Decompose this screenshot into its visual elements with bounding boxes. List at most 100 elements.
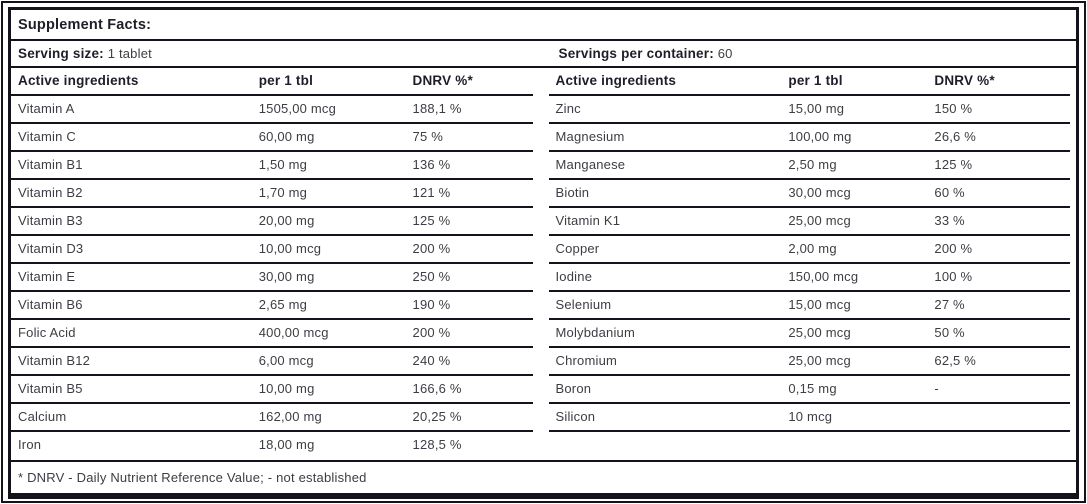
column-header-dnrv: DNRV %* bbox=[934, 73, 995, 88]
ingredient-name-cell: Vitamin K1 bbox=[555, 213, 621, 228]
ingredient-name-cell: Biotin bbox=[555, 185, 590, 200]
page-title: Supplement Facts: bbox=[11, 10, 1076, 41]
dnrv-cell: 27 % bbox=[934, 297, 965, 312]
amount-cell: 162,00 mg bbox=[258, 409, 322, 424]
table-row: Vitamin B12 6,00 mcg 240 % bbox=[11, 348, 533, 376]
ingredient-name-cell: Boron bbox=[555, 381, 592, 396]
dnrv-cell: 136 % bbox=[412, 157, 451, 172]
ingredient-name-cell: Vitamin B12 bbox=[18, 353, 91, 368]
ingredients-table-right: Active ingredients per 1 tbl DNRV %* Zin… bbox=[548, 68, 1070, 460]
table-row: Vitamin B1 1,50 mg 136 % bbox=[11, 152, 533, 180]
dnrv-cell: 100 % bbox=[934, 269, 973, 284]
table-header-right: Active ingredients per 1 tbl DNRV %* bbox=[548, 68, 1070, 96]
amount-cell: 100,00 mg bbox=[788, 129, 852, 144]
dnrv-cell: 250 % bbox=[412, 269, 451, 284]
dnrv-cell: 50 % bbox=[934, 325, 965, 340]
dnrv-cell: 75 % bbox=[412, 129, 443, 144]
table-row: Vitamin D3 10,00 mcg 200 % bbox=[11, 236, 533, 264]
amount-cell: 10,00 mg bbox=[258, 381, 315, 396]
amount-cell: 150,00 mcg bbox=[788, 269, 859, 284]
dnrv-cell: 190 % bbox=[412, 297, 451, 312]
amount-cell: 25,00 mcg bbox=[788, 213, 851, 228]
ingredient-name-cell: Vitamin B6 bbox=[18, 297, 83, 312]
ingredients-table-left: Active ingredients per 1 tbl DNRV %* Vit… bbox=[11, 68, 533, 460]
ingredient-name-cell: Selenium bbox=[555, 297, 612, 312]
dnrv-cell: 150 % bbox=[934, 101, 973, 116]
ingredient-name-cell: Iodine bbox=[555, 269, 593, 284]
amount-cell: 400,00 mcg bbox=[258, 325, 329, 340]
table-row: Copper 2,00 mg 200 % bbox=[548, 236, 1070, 264]
ingredient-name-cell: Silicon bbox=[555, 409, 596, 424]
dnrv-cell: 128,5 % bbox=[412, 437, 462, 452]
dnrv-cell: 125 % bbox=[412, 213, 451, 228]
ingredient-name-cell: Molybdanium bbox=[555, 325, 636, 340]
dnrv-cell: 200 % bbox=[412, 241, 451, 256]
ingredient-name-cell: Vitamin D3 bbox=[18, 241, 84, 256]
amount-cell: 18,00 mg bbox=[258, 437, 315, 452]
table-row: Chromium 25,00 mcg 62,5 % bbox=[548, 348, 1070, 376]
table-row: Vitamin K1 25,00 mcg 33 % bbox=[548, 208, 1070, 236]
ingredient-name-cell: Iron bbox=[18, 437, 42, 452]
serving-size-value: 1 tablet bbox=[107, 46, 152, 61]
dnrv-cell: 33 % bbox=[934, 213, 965, 228]
dnrv-cell: 240 % bbox=[412, 353, 451, 368]
footnote: * DNRV - Daily Nutrient Reference Value;… bbox=[18, 470, 367, 485]
table-row: Magnesium 100,00 mg 26,6 % bbox=[548, 124, 1070, 152]
amount-cell: 30,00 mg bbox=[258, 269, 315, 284]
servings-per-container-cell: Servings per container: 60 bbox=[552, 41, 1077, 66]
ingredient-name-cell: Calcium bbox=[18, 409, 67, 424]
table-body-left: Vitamin A 1505,00 mcg 188,1 % Vitamin C … bbox=[11, 96, 533, 460]
ingredient-name-cell: Zinc bbox=[555, 101, 581, 116]
table-row: Vitamin B3 20,00 mg 125 % bbox=[11, 208, 533, 236]
amount-cell: 20,00 mg bbox=[258, 213, 315, 228]
amount-cell: 15,00 mg bbox=[788, 101, 845, 116]
dnrv-cell: 200 % bbox=[412, 325, 451, 340]
amount-cell: 0,15 mg bbox=[788, 381, 837, 396]
ingredients-tables: Active ingredients per 1 tbl DNRV %* Vit… bbox=[11, 68, 1076, 462]
table-row: Vitamin C 60,00 mg 75 % bbox=[11, 124, 533, 152]
ingredient-name-cell: Vitamin B1 bbox=[18, 157, 83, 172]
table-row: Zinc 15,00 mg 150 % bbox=[548, 96, 1070, 124]
amount-cell: 60,00 mg bbox=[258, 129, 315, 144]
dnrv-cell: 188,1 % bbox=[412, 101, 462, 116]
dnrv-cell: 60 % bbox=[934, 185, 965, 200]
column-header-per-tbl: per 1 tbl bbox=[788, 73, 843, 88]
ingredient-name-cell: Vitamin C bbox=[18, 129, 76, 144]
ingredient-name-cell: Vitamin E bbox=[18, 269, 76, 284]
table-header-left: Active ingredients per 1 tbl DNRV %* bbox=[11, 68, 533, 96]
column-header-ingredients: Active ingredients bbox=[18, 73, 139, 88]
servings-per-container-value: 60 bbox=[717, 46, 733, 61]
supplement-facts-panel: Supplement Facts: Serving size: 1 tablet… bbox=[8, 7, 1079, 499]
ingredient-name-cell: Magnesium bbox=[555, 129, 625, 144]
table-row: Boron 0,15 mg - bbox=[548, 376, 1070, 404]
table-row: Biotin 30,00 mcg 60 % bbox=[548, 180, 1070, 208]
ingredient-name-cell: Vitamin A bbox=[18, 101, 75, 116]
dnrv-cell: 62,5 % bbox=[934, 353, 977, 368]
amount-cell: 1,70 mg bbox=[258, 185, 308, 200]
table-row: Iron 18,00 mg 128,5 % bbox=[11, 432, 533, 460]
dnrv-cell: 26,6 % bbox=[934, 129, 977, 144]
table-row: Folic Acid 400,00 mcg 200 % bbox=[11, 320, 533, 348]
column-header-ingredients: Active ingredients bbox=[555, 73, 677, 88]
ingredient-name-cell: Manganese bbox=[555, 157, 626, 172]
amount-cell: 2,65 mg bbox=[258, 297, 308, 312]
table-row: Vitamin E 30,00 mg 250 % bbox=[11, 264, 533, 292]
amount-cell: 15,00 mcg bbox=[788, 297, 851, 312]
table-row: Vitamin B2 1,70 mg 121 % bbox=[11, 180, 533, 208]
dnrv-cell: 125 % bbox=[934, 157, 973, 172]
table-row: Vitamin B5 10,00 mg 166,6 % bbox=[11, 376, 533, 404]
dnrv-cell: 166,6 % bbox=[412, 381, 462, 396]
dnrv-cell bbox=[934, 404, 1070, 430]
amount-cell: 25,00 mcg bbox=[788, 353, 851, 368]
ingredient-name-cell: Vitamin B3 bbox=[18, 213, 83, 228]
serving-row: Serving size: 1 tablet Servings per cont… bbox=[11, 41, 1076, 68]
amount-cell: 1,50 mg bbox=[258, 157, 308, 172]
table-row: Calcium 162,00 mg 20,25 % bbox=[11, 404, 533, 432]
ingredient-name-cell: Chromium bbox=[555, 353, 618, 368]
amount-cell: 6,00 mcg bbox=[258, 353, 314, 368]
amount-cell: 10 mcg bbox=[788, 409, 833, 424]
column-header-dnrv: DNRV %* bbox=[412, 73, 473, 88]
amount-cell: 1505,00 mcg bbox=[258, 101, 337, 116]
table-row: Molybdanium 25,00 mcg 50 % bbox=[548, 320, 1070, 348]
ingredient-name-cell: Copper bbox=[555, 241, 600, 256]
